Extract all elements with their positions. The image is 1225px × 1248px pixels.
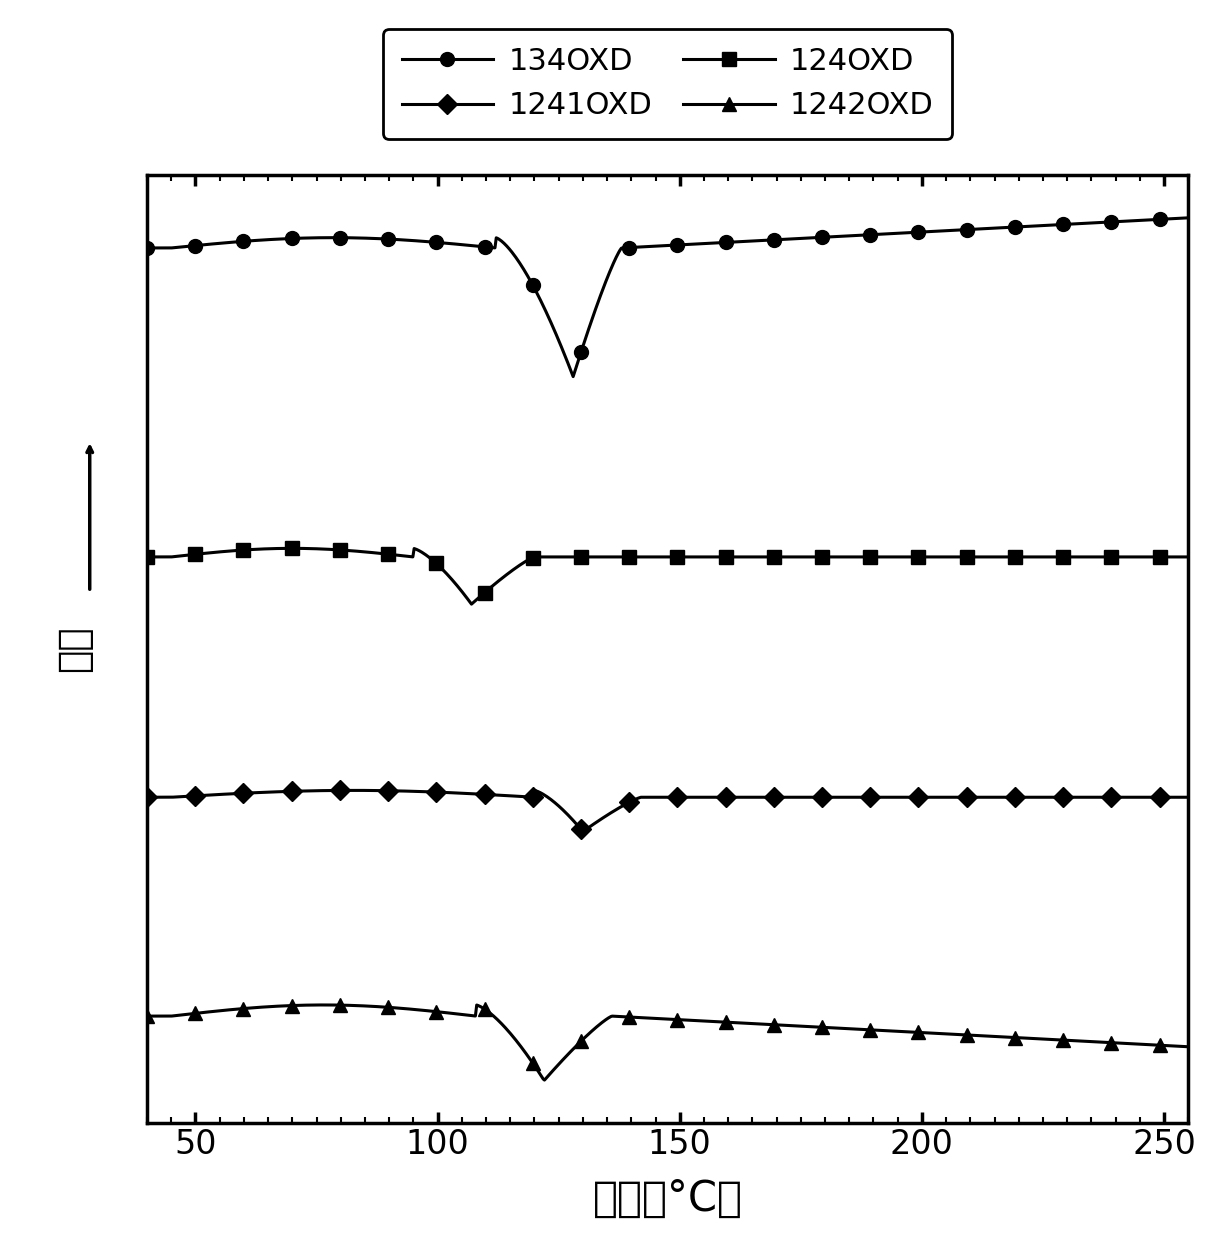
1242OXD [932,1026,947,1041]
Line: 134OXD: 134OXD [140,211,1196,383]
1242OXD [747,1016,762,1031]
Line: 1241OXD: 1241OXD [140,784,1196,839]
1242OXD [774,1017,789,1032]
1242OXD [1181,1040,1196,1055]
124OXD [932,549,947,564]
134OXD [931,223,946,238]
124OXD [747,549,762,564]
1241OXD [806,790,821,805]
124OXD [774,549,789,564]
134OXD [773,232,788,247]
1241OXD [203,787,218,802]
134OXD [746,233,761,248]
Legend: 134OXD, 1241OXD, 124OXD, 1242OXD: 134OXD, 1241OXD, 124OXD, 1242OXD [383,29,952,139]
134OXD [203,237,218,252]
124OXD [284,540,299,555]
134OXD [805,231,820,246]
1242OXD [203,1005,218,1020]
124OXD [140,549,154,564]
1241OXD [140,790,154,805]
124OXD [806,549,821,564]
1241OXD [1039,790,1054,805]
1241OXD [576,824,590,839]
1241OXD [747,790,762,805]
1241OXD [774,790,789,805]
124OXD [1039,549,1054,564]
Line: 124OXD: 124OXD [140,542,1196,612]
1241OXD [932,790,947,805]
1242OXD [806,1020,821,1035]
Text: 放热: 放热 [55,625,93,673]
1241OXD [345,782,360,797]
124OXD [1181,549,1196,564]
134OXD [1181,211,1196,226]
124OXD [203,545,218,560]
X-axis label: 温度（°C）: 温度（°C） [593,1178,742,1219]
134OXD [140,241,154,256]
1242OXD [1039,1032,1054,1047]
134OXD [1038,218,1052,233]
Line: 1242OXD: 1242OXD [140,998,1196,1087]
1241OXD [1181,790,1196,805]
1242OXD [317,997,332,1012]
1242OXD [537,1072,551,1087]
134OXD [566,369,581,384]
1242OXD [140,1008,154,1023]
124OXD [464,597,479,612]
